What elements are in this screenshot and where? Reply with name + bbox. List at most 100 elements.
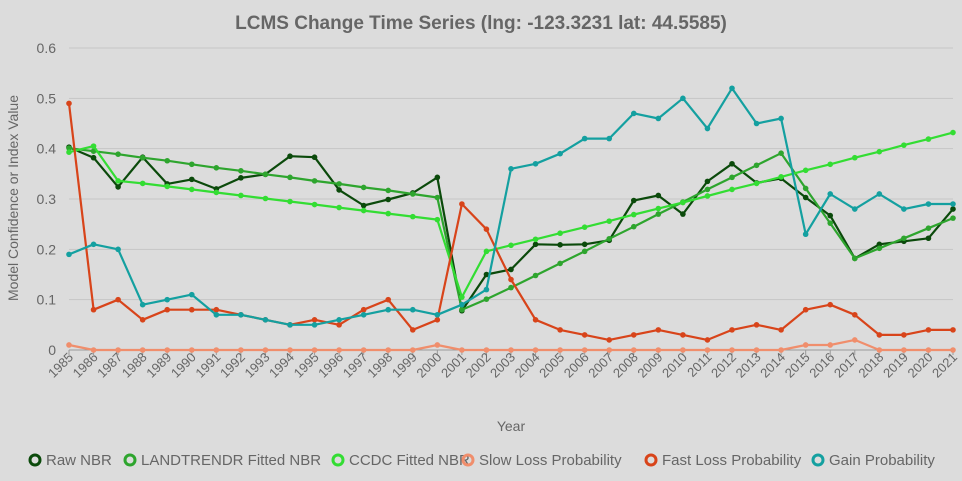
data-point[interactable] <box>188 176 195 183</box>
data-point[interactable] <box>409 191 416 197</box>
data-point[interactable] <box>950 129 956 136</box>
data-point[interactable] <box>336 204 342 211</box>
data-point[interactable] <box>66 149 72 155</box>
data-point[interactable] <box>778 150 784 156</box>
data-point[interactable] <box>827 161 834 168</box>
data-point[interactable] <box>729 85 735 92</box>
data-point[interactable] <box>704 347 711 353</box>
data-point[interactable] <box>925 225 932 231</box>
data-point[interactable] <box>90 347 97 353</box>
data-point[interactable] <box>66 100 72 107</box>
data-point[interactable] <box>311 154 318 161</box>
data-point[interactable] <box>704 186 711 193</box>
data-point[interactable] <box>139 180 146 187</box>
data-point[interactable] <box>90 154 97 161</box>
data-point[interactable] <box>950 206 956 212</box>
data-point[interactable] <box>753 347 760 353</box>
data-point[interactable] <box>581 347 588 353</box>
data-point[interactable] <box>311 201 318 208</box>
data-point[interactable] <box>409 306 416 313</box>
data-point[interactable] <box>311 178 318 184</box>
data-point[interactable] <box>630 223 637 230</box>
data-point[interactable] <box>213 189 220 196</box>
data-point[interactable] <box>901 235 907 242</box>
data-point[interactable] <box>925 235 932 242</box>
data-point[interactable] <box>336 347 342 353</box>
data-point[interactable] <box>729 174 735 181</box>
data-point[interactable] <box>606 347 613 353</box>
data-point[interactable] <box>459 294 465 300</box>
data-point[interactable] <box>876 191 883 197</box>
data-point[interactable] <box>557 150 563 157</box>
data-point[interactable] <box>287 322 293 328</box>
data-point[interactable] <box>90 306 97 313</box>
data-point[interactable] <box>630 332 637 338</box>
data-point[interactable] <box>729 327 735 333</box>
data-point[interactable] <box>704 125 711 132</box>
data-point[interactable] <box>409 347 416 353</box>
data-point[interactable] <box>360 311 367 318</box>
data-point[interactable] <box>238 192 244 199</box>
data-point[interactable] <box>827 220 834 226</box>
data-point[interactable] <box>532 236 539 243</box>
data-point[interactable] <box>385 296 392 303</box>
legend-item[interactable]: Raw NBR <box>28 452 112 469</box>
data-point[interactable] <box>385 347 392 353</box>
data-point[interactable] <box>557 230 563 237</box>
data-point[interactable] <box>434 311 441 318</box>
data-point[interactable] <box>139 301 146 308</box>
data-point[interactable] <box>311 347 318 353</box>
data-point[interactable] <box>336 181 342 187</box>
data-point[interactable] <box>360 306 367 313</box>
data-point[interactable] <box>508 266 514 273</box>
data-point[interactable] <box>532 272 539 279</box>
data-point[interactable] <box>876 347 883 353</box>
data-point[interactable] <box>213 164 220 171</box>
data-point[interactable] <box>188 306 195 313</box>
data-point[interactable] <box>213 306 220 313</box>
data-point[interactable] <box>385 306 392 313</box>
data-point[interactable] <box>483 286 490 293</box>
data-point[interactable] <box>238 311 244 318</box>
data-point[interactable] <box>508 347 514 353</box>
data-point[interactable] <box>753 180 760 187</box>
data-point[interactable] <box>483 248 490 255</box>
data-point[interactable] <box>66 145 72 151</box>
data-point[interactable] <box>164 157 171 164</box>
data-point[interactable] <box>287 347 293 353</box>
legend-item[interactable]: Gain Probability <box>811 452 935 469</box>
data-point[interactable] <box>802 194 809 201</box>
data-point[interactable] <box>409 213 416 220</box>
data-point[interactable] <box>532 241 539 248</box>
data-point[interactable] <box>508 284 514 291</box>
data-point[interactable] <box>655 115 662 122</box>
data-point[interactable] <box>336 322 342 328</box>
data-point[interactable] <box>238 347 244 353</box>
data-point[interactable] <box>581 224 588 230</box>
data-point[interactable] <box>90 241 97 248</box>
data-point[interactable] <box>434 216 441 223</box>
data-point[interactable] <box>778 327 784 333</box>
data-point[interactable] <box>802 306 809 313</box>
data-point[interactable] <box>680 347 686 353</box>
data-point[interactable] <box>188 161 195 168</box>
data-point[interactable] <box>90 143 97 149</box>
data-point[interactable] <box>704 337 711 343</box>
data-point[interactable] <box>115 151 121 158</box>
data-point[interactable] <box>360 207 367 214</box>
data-point[interactable] <box>630 347 637 353</box>
data-point[interactable] <box>925 327 932 333</box>
legend[interactable]: Raw NBR LANDTRENDR Fitted NBR CCDC Fitted … <box>28 452 935 469</box>
data-point[interactable] <box>238 175 244 181</box>
data-point[interactable] <box>262 171 269 178</box>
data-point[interactable] <box>876 245 883 252</box>
data-point[interactable] <box>213 347 220 353</box>
data-point[interactable] <box>459 306 465 313</box>
data-point[interactable] <box>802 231 809 238</box>
data-point[interactable] <box>213 311 220 318</box>
data-point[interactable] <box>483 347 490 353</box>
data-point[interactable] <box>311 322 318 328</box>
data-point[interactable] <box>606 235 613 242</box>
data-point[interactable] <box>630 197 637 204</box>
data-point[interactable] <box>311 317 318 323</box>
